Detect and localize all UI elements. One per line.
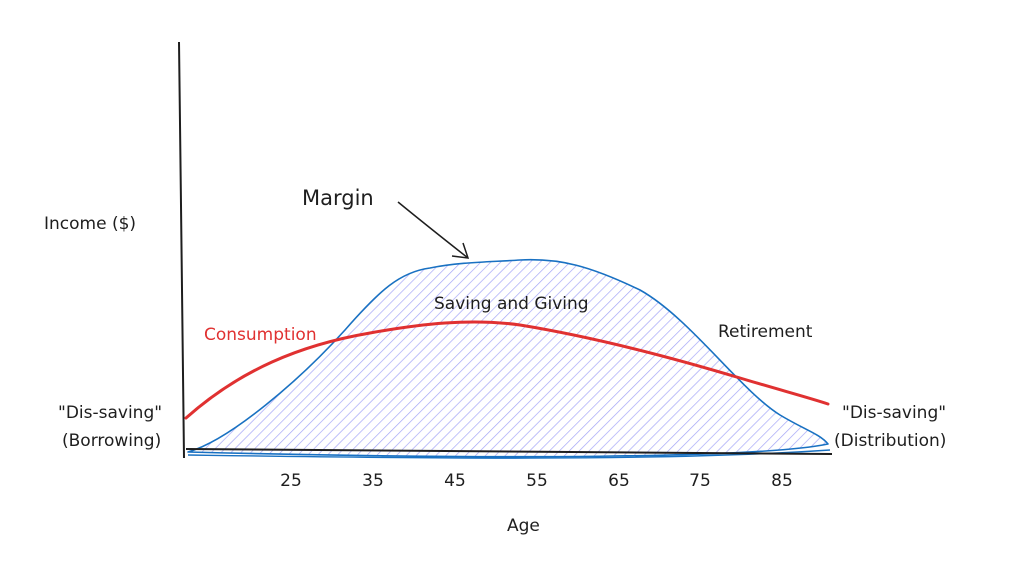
left-dissaving-line2: (Borrowing) xyxy=(62,431,161,451)
margin-label: Margin xyxy=(302,186,374,210)
x-tick-label: 85 xyxy=(771,471,793,491)
x-axis xyxy=(185,448,833,455)
x-tick-label: 55 xyxy=(526,471,548,491)
margin-arrow-head xyxy=(451,242,470,259)
income-curve-area xyxy=(187,258,829,458)
x-tick-label: 75 xyxy=(689,471,711,491)
saving-giving-label: Saving and Giving xyxy=(434,294,589,314)
x-tick-label: 65 xyxy=(608,471,630,491)
x-tick-label: 25 xyxy=(280,471,302,491)
x-tick-label: 35 xyxy=(362,471,384,491)
left-dissaving-line1: "Dis-saving" xyxy=(58,403,162,423)
y-axis xyxy=(178,41,185,459)
retirement-label: Retirement xyxy=(718,322,813,342)
right-dissaving-line1: "Dis-saving" xyxy=(842,403,946,423)
x-axis-label: Age xyxy=(507,516,540,536)
consumption-curve xyxy=(184,320,830,420)
y-axis-label: Income ($) xyxy=(44,214,136,234)
x-tick-label: 45 xyxy=(444,471,466,491)
x-axis-ticks: 25 35 45 55 65 75 85 xyxy=(280,471,793,491)
consumption-label: Consumption xyxy=(204,325,317,345)
margin-arrow xyxy=(397,201,469,259)
right-dissaving-line2: (Distribution) xyxy=(834,431,946,451)
